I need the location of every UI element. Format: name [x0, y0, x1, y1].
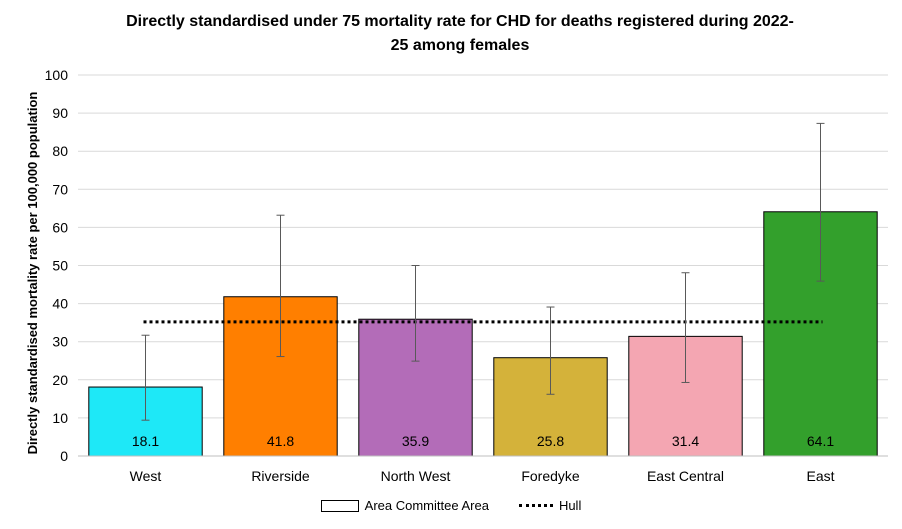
x-tick-label: Riverside [251, 468, 310, 484]
data-label: 64.1 [807, 433, 834, 449]
x-tick-label: West [130, 468, 162, 484]
y-tick-label: 30 [52, 334, 68, 350]
y-tick-label: 80 [52, 143, 68, 159]
legend-item-line: Hull [518, 498, 582, 513]
legend-item-bars: Area Committee Area [320, 498, 489, 513]
legend-line-swatch [518, 504, 553, 507]
data-label: 18.1 [132, 433, 159, 449]
y-tick-label: 100 [45, 67, 69, 83]
x-tick-label: East [806, 468, 834, 484]
data-label: 25.8 [537, 433, 564, 449]
chart-title: Directly standardised under 75 mortality… [60, 10, 860, 58]
x-tick-label: Foredyke [521, 468, 580, 484]
y-tick-label: 60 [52, 219, 68, 235]
x-tick-label: East Central [647, 468, 724, 484]
y-tick-label: 0 [60, 448, 68, 464]
data-label: 41.8 [267, 433, 294, 449]
data-label: 31.4 [672, 433, 699, 449]
legend-line-label: Hull [558, 498, 582, 513]
y-tick-label: 20 [52, 372, 68, 388]
chart-title-line-2: 25 among females [390, 37, 530, 54]
chart-title-line-1: Directly standardised under 75 mortality… [126, 13, 794, 30]
legend: Area Committee Area Hull [0, 498, 902, 513]
y-tick-label: 40 [52, 296, 68, 312]
y-tick-label: 10 [52, 410, 68, 426]
data-label: 35.9 [402, 433, 429, 449]
legend-bar-swatch [320, 499, 359, 512]
y-tick-label: 90 [52, 105, 68, 121]
x-tick-label: North West [381, 468, 451, 484]
y-tick-label: 50 [52, 258, 68, 274]
legend-bar-label: Area Committee Area [364, 498, 489, 513]
y-tick-label: 70 [52, 181, 68, 197]
